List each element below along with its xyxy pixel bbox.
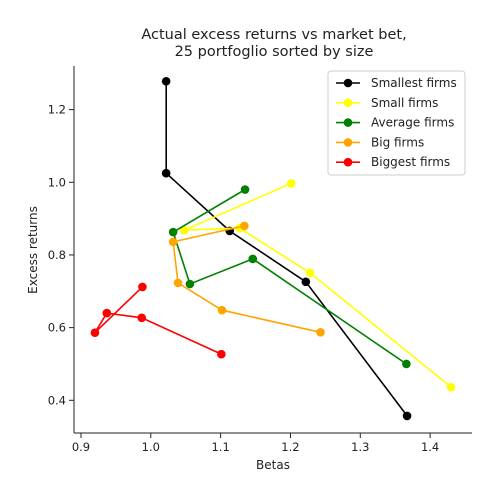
x-tick-label: 1.2 [281,440,299,454]
legend-swatch-marker [343,157,353,167]
data-point [168,227,178,237]
data-point [240,185,250,194]
data-point [185,279,195,289]
legend-item: Small firms [336,96,438,110]
data-point [446,382,456,392]
series-4 [168,221,325,337]
data-point [161,168,171,178]
data-point [240,221,249,231]
x-axis-label: Betas [256,458,290,472]
y-tick-label: 1.0 [48,175,66,189]
legend: Smallest firms Small firms Average firms Bi… [327,70,466,176]
legend-label: Small firms [371,96,438,110]
data-point [286,179,296,188]
legend-label: Average firms [371,116,454,130]
legend-label: Big firms [371,135,424,149]
y-tick-label: 1.2 [48,103,66,117]
data-point [173,278,183,288]
x-tick-label: 1.4 [421,440,439,454]
y-tick-label: 0.8 [48,248,66,262]
legend-swatch-marker [343,78,353,88]
data-point [161,76,171,86]
y-axis-label: Excess returns [26,206,40,294]
data-point [217,305,227,315]
x-tick-label: 1.3 [351,440,369,454]
legend-swatch-marker [343,138,353,147]
x-tick-label: 1.0 [142,440,160,454]
legend-item: Big firms [336,135,424,149]
data-point [137,313,147,323]
chart-title-line-1: Actual excess returns vs market bet, [141,27,406,43]
series-5 [90,282,226,359]
legend-swatch-marker [343,98,353,108]
data-point [168,237,178,247]
legend-label: Smallest firms [371,76,457,90]
data-point [248,254,258,264]
series-3 [168,185,411,369]
data-point [90,328,100,338]
x-tick-label: 0.9 [72,440,90,454]
data-point [402,359,411,369]
data-point [180,225,189,235]
data-point [305,268,315,278]
y-tick-label: 0.4 [48,393,66,407]
data-point [102,308,112,318]
data-point [138,282,147,292]
x-tick-label: 1.1 [211,440,229,454]
data-point [301,277,311,287]
series-layer [90,76,456,421]
data-point [402,411,412,421]
legend-item: Smallest firms [336,76,457,90]
legend-swatch-marker [343,118,353,127]
series-2 [180,179,456,392]
legend-label: Biggest firms [371,155,450,169]
data-point [217,349,226,359]
legend-item: Biggest firms [336,155,450,169]
legend-item: Average firms [336,116,454,130]
chart-title-line-2: 25 portfoglio sorted by size [175,44,374,60]
y-tick-label: 0.6 [48,321,66,335]
data-point [316,328,325,337]
axes: 0.9 1.0 1.1 1.2 1.3 1.4 0.4 0.6 0.8 1.0 1.2 [48,66,472,454]
legend-box [327,70,466,176]
